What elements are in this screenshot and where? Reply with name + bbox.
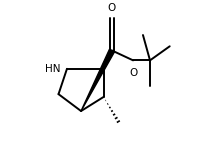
Text: O: O — [129, 68, 137, 78]
Text: HN: HN — [45, 64, 61, 74]
Text: O: O — [108, 3, 116, 12]
Polygon shape — [81, 49, 114, 111]
